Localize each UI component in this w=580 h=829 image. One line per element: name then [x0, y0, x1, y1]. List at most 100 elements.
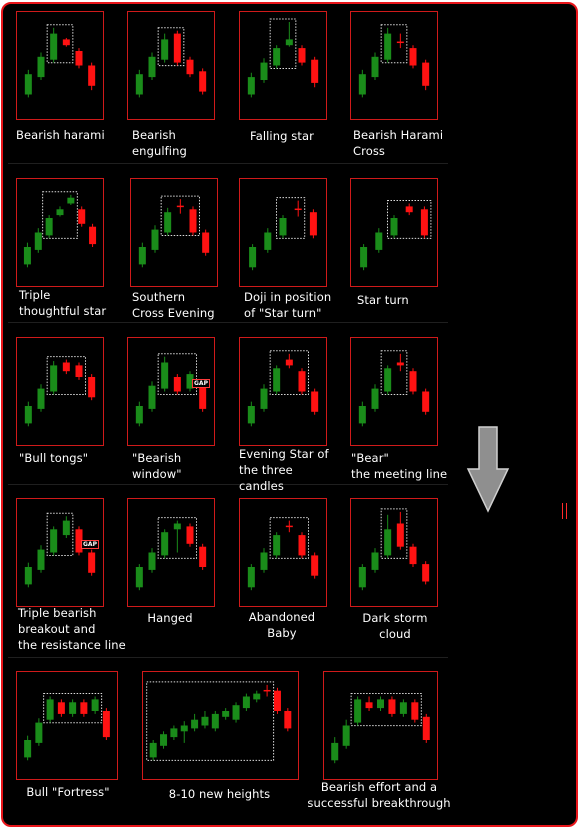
bull-candle: [161, 39, 169, 60]
bull-candle: [62, 520, 70, 536]
pattern-highlight-box: [380, 24, 408, 64]
bear-candle: [75, 529, 83, 553]
pattern-label: 8-10 new heights: [168, 787, 271, 801]
bull-candle: [285, 39, 293, 46]
bull-candle: [384, 368, 392, 392]
bull-candle: [264, 232, 272, 250]
bear-candle: [88, 377, 96, 398]
bear-candle: [88, 552, 96, 573]
pattern-highlight-box: [46, 356, 86, 396]
bull-candle: [164, 212, 172, 233]
bull-candle: [273, 48, 281, 66]
bull-candle: [399, 702, 407, 714]
bear-candle: [199, 385, 207, 409]
bear-candle: [273, 690, 281, 711]
bear-candle: [422, 391, 430, 412]
bear-candle: [311, 59, 319, 83]
bear-candle: [62, 39, 70, 46]
pattern-highlight-box: [160, 195, 200, 236]
candlestick-svg: [331, 693, 430, 764]
bull-candle: [149, 742, 157, 758]
row-separator: [8, 163, 448, 164]
pattern-label: Bull "Fortress": [26, 785, 110, 799]
bear-candle: [411, 702, 419, 720]
bear-candle: [186, 526, 194, 544]
bear-candle: [285, 359, 293, 366]
pattern-chart: [16, 337, 104, 446]
bull-candle: [91, 699, 99, 711]
pattern-label: Bearish engulfing: [132, 128, 187, 158]
bear-candle: [199, 546, 207, 567]
scrollbar-mark[interactable]: [562, 503, 567, 519]
bull-candle: [56, 209, 64, 216]
candlestick-svg: [247, 350, 319, 427]
pattern-chart: [323, 671, 438, 780]
bull-candle: [69, 702, 77, 714]
bear-candle: [405, 206, 413, 213]
bull-candle: [50, 529, 58, 553]
pattern-chart: [127, 11, 215, 120]
bear-candle: [189, 209, 197, 233]
bull-candle: [138, 247, 146, 265]
bear-candle: [388, 699, 396, 714]
bull-candle: [151, 229, 159, 250]
bear-candle: [186, 59, 194, 75]
pattern-label: Evening Star of the three candles: [239, 447, 329, 493]
bull-candle: [160, 734, 168, 746]
pattern-chart: GAP: [127, 337, 215, 446]
pattern-highlight-box: [43, 693, 103, 724]
candlestick-svg: [247, 517, 319, 591]
pattern-label: Dark storm cloud: [362, 611, 428, 641]
pattern-highlight-box: [157, 27, 185, 67]
bear-candle: [422, 564, 430, 582]
pattern-label: Triple thoughtful star: [19, 288, 107, 318]
bull-candle: [342, 725, 350, 746]
bear-candle: [298, 535, 306, 556]
bull-candle: [148, 552, 156, 570]
row-separator: [8, 657, 448, 658]
bear-candle: [298, 371, 306, 392]
pattern-label: Triple bearish breakout and the resistan…: [18, 606, 126, 652]
bear-candle: [409, 546, 417, 565]
bear-candle: [62, 362, 70, 372]
candlestick-svg: [358, 24, 430, 98]
bull-candle: [260, 388, 268, 409]
pattern-highlight-box: [380, 350, 408, 396]
bull-candle: [161, 532, 169, 556]
bull-candle: [37, 56, 45, 78]
bull-candle: [37, 388, 45, 409]
candlestick-svg: [24, 693, 110, 761]
candlestick-svg: [23, 191, 97, 268]
bull-candle: [358, 567, 366, 588]
candlestick-svg: [146, 681, 292, 761]
bear-candle: [311, 391, 319, 412]
pattern-highlight-box: [380, 508, 408, 559]
bull-candle: [24, 406, 32, 424]
candlestick-svg: [358, 508, 430, 591]
bull-candle: [50, 365, 58, 392]
pattern-chart: [239, 178, 327, 287]
pattern-chart: [239, 337, 327, 446]
bull-candle: [180, 725, 188, 732]
candlestick-svg: [135, 353, 207, 427]
bull-candle: [148, 385, 156, 409]
bull-candle: [34, 232, 42, 250]
bull-candle: [273, 535, 281, 556]
bear-candle: [422, 62, 430, 86]
bear-candle: [75, 51, 83, 66]
pattern-chart: [350, 11, 438, 120]
pattern-highlight-box: [387, 200, 432, 239]
bear-candle: [309, 212, 317, 236]
bull-candle: [161, 362, 169, 389]
pattern-chart: [16, 178, 104, 287]
bear-candle: [298, 48, 306, 63]
bull-candle: [191, 719, 199, 729]
bull-candle: [273, 368, 281, 392]
bull-candle: [222, 711, 230, 717]
bull-candle: [148, 56, 156, 78]
bull-candle: [23, 247, 31, 265]
bear-candle: [75, 365, 83, 377]
pattern-label: Bearish Harami Cross: [353, 128, 444, 158]
pattern-label: "Bull tongs": [19, 451, 89, 465]
bull-candle: [360, 247, 368, 268]
